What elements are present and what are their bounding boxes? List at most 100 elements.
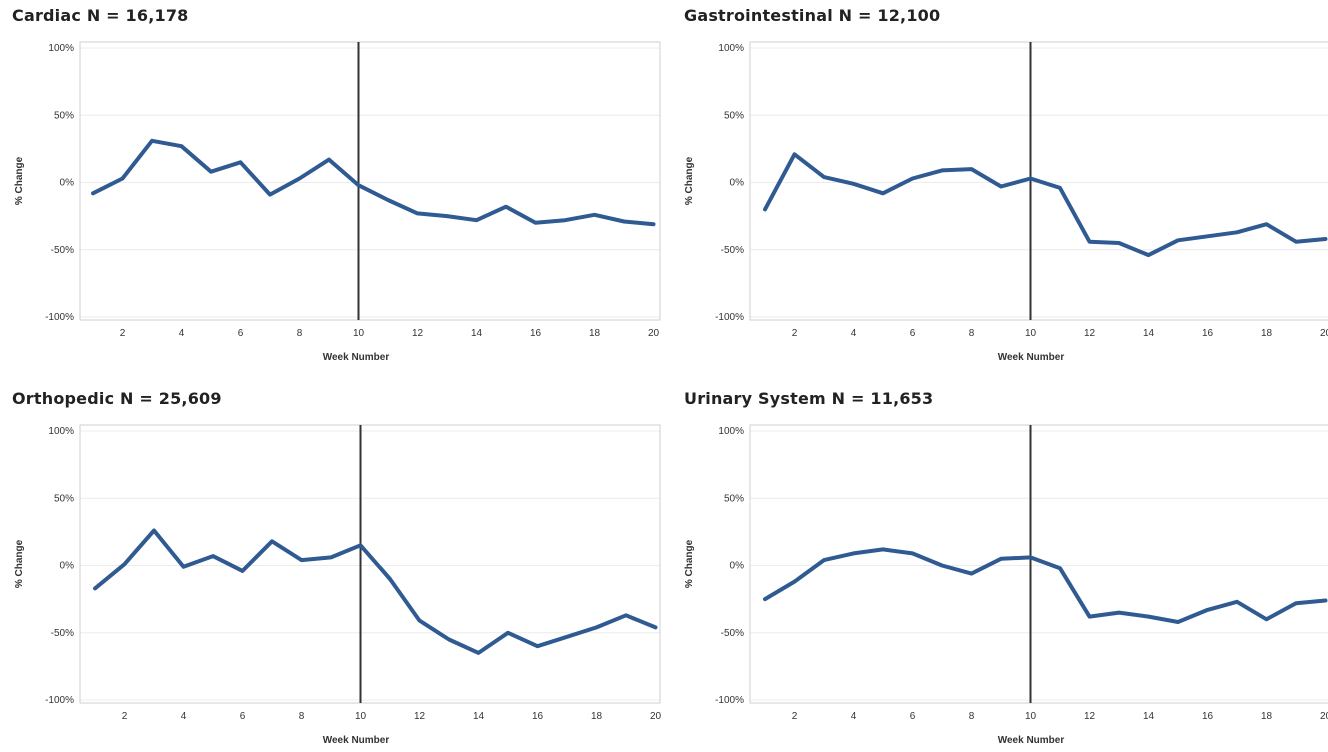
y-tick-label: 50% <box>724 493 744 504</box>
data-point <box>475 218 478 222</box>
x-tick-label: 18 <box>1261 711 1273 722</box>
data-point <box>1176 238 1180 242</box>
y-tick-label: -50% <box>51 245 74 256</box>
y-tick-label: 50% <box>54 110 74 121</box>
data-point <box>91 191 95 195</box>
chart-plot: 100% 50% 0% -50% -100% 2 4 6 8 10 12 14 16 18 20 Week N… <box>684 41 1328 363</box>
x-axis-label: Week Number <box>998 735 1065 746</box>
data-point <box>1088 240 1091 244</box>
data-point <box>1294 601 1298 605</box>
x-tick-label: 14 <box>471 328 483 339</box>
y-tick-label: 100% <box>718 426 744 437</box>
data-point <box>477 651 480 655</box>
x-tick-label: 4 <box>179 328 185 339</box>
data-point <box>209 170 213 174</box>
chart-plot: 100% 50% 0% -50% -100% 2 4 6 8 10 12 14 16 18 20 Week N… <box>14 41 661 363</box>
plot-frame <box>79 424 661 704</box>
chart-title: Orthopedic N = 25,609 <box>12 389 222 408</box>
data-point <box>1206 608 1209 612</box>
data-point <box>152 529 156 533</box>
data-point <box>1029 555 1032 559</box>
x-axis-label: Week Number <box>323 352 390 363</box>
x-tick-label: 8 <box>297 328 303 339</box>
y-tick-label: 50% <box>724 110 744 121</box>
chart-title: Cardiac N = 16,178 <box>12 6 189 25</box>
data-point <box>1117 241 1121 245</box>
data-point <box>654 625 657 629</box>
data-point <box>970 572 973 576</box>
data-point <box>123 562 126 566</box>
x-tick-label: 6 <box>240 711 246 722</box>
data-point <box>150 139 154 143</box>
data-point <box>1235 230 1239 234</box>
data-point <box>239 160 242 164</box>
chart-title: Gastrointestinal N = 12,100 <box>684 6 941 25</box>
data-point <box>506 631 510 635</box>
data-point <box>793 152 796 156</box>
data-point <box>300 558 303 562</box>
data-point <box>1206 234 1209 238</box>
data-point <box>180 144 183 148</box>
data-point <box>1324 237 1327 241</box>
x-tick-label: 6 <box>238 328 244 339</box>
chart-title: Urinary System N = 11,653 <box>684 389 934 408</box>
x-tick-label: 10 <box>355 711 367 722</box>
data-point <box>1147 615 1150 619</box>
data-point <box>881 191 885 195</box>
plot-frame <box>749 424 1328 704</box>
x-axis-label: Week Number <box>323 735 390 746</box>
x-tick-label: 12 <box>412 328 424 339</box>
data-point <box>852 182 855 186</box>
x-tick-label: 12 <box>1084 328 1096 339</box>
data-point <box>565 635 569 639</box>
x-tick-label: 2 <box>120 328 126 339</box>
data-point <box>1176 620 1180 624</box>
data-point <box>447 637 451 641</box>
y-tick-label: -100% <box>45 312 74 323</box>
x-tick-label: 12 <box>1084 711 1096 722</box>
x-tick-label: 20 <box>648 328 660 339</box>
data-point <box>182 565 185 569</box>
data-point <box>241 569 244 573</box>
x-tick-label: 10 <box>1025 328 1037 339</box>
x-tick-label: 18 <box>1261 328 1273 339</box>
x-tick-label: 6 <box>910 711 916 722</box>
data-point <box>940 168 944 172</box>
x-tick-label: 8 <box>299 711 305 722</box>
data-point <box>652 222 655 226</box>
data-point <box>822 558 826 562</box>
x-tick-label: 10 <box>1025 711 1037 722</box>
x-tick-label: 8 <box>969 328 975 339</box>
y-tick-label: 0% <box>60 561 75 572</box>
x-tick-label: 20 <box>1320 328 1328 339</box>
x-tick-label: 4 <box>851 328 857 339</box>
chart-plot: 100% 50% 0% -50% -100% 2 4 6 8 10 12 14 16 18 20 Week N… <box>14 424 661 746</box>
y-tick-label: 0% <box>60 178 75 189</box>
x-tick-label: 14 <box>1143 328 1155 339</box>
series-line <box>93 528 658 655</box>
data-point <box>268 193 272 197</box>
series-line <box>91 138 656 227</box>
data-point <box>1294 240 1298 244</box>
data-point <box>1265 222 1268 226</box>
data-point <box>534 221 537 225</box>
y-tick-label: 0% <box>730 561 745 572</box>
x-tick-label: 18 <box>589 328 601 339</box>
series-line <box>763 547 1328 624</box>
data-point <box>763 597 767 601</box>
y-axis-label: % Change <box>14 539 25 588</box>
data-point <box>121 176 124 180</box>
x-tick-label: 2 <box>792 711 798 722</box>
data-point <box>822 175 826 179</box>
data-point <box>763 207 767 211</box>
x-tick-label: 10 <box>353 328 365 339</box>
y-tick-label: 100% <box>718 43 744 54</box>
data-point <box>1147 253 1150 257</box>
y-tick-label: -50% <box>721 245 744 256</box>
series-line <box>763 152 1328 258</box>
data-point <box>536 644 539 648</box>
y-tick-label: 100% <box>48 43 74 54</box>
data-point <box>1058 186 1062 190</box>
x-tick-label: 16 <box>1202 711 1214 722</box>
data-point <box>999 557 1003 561</box>
